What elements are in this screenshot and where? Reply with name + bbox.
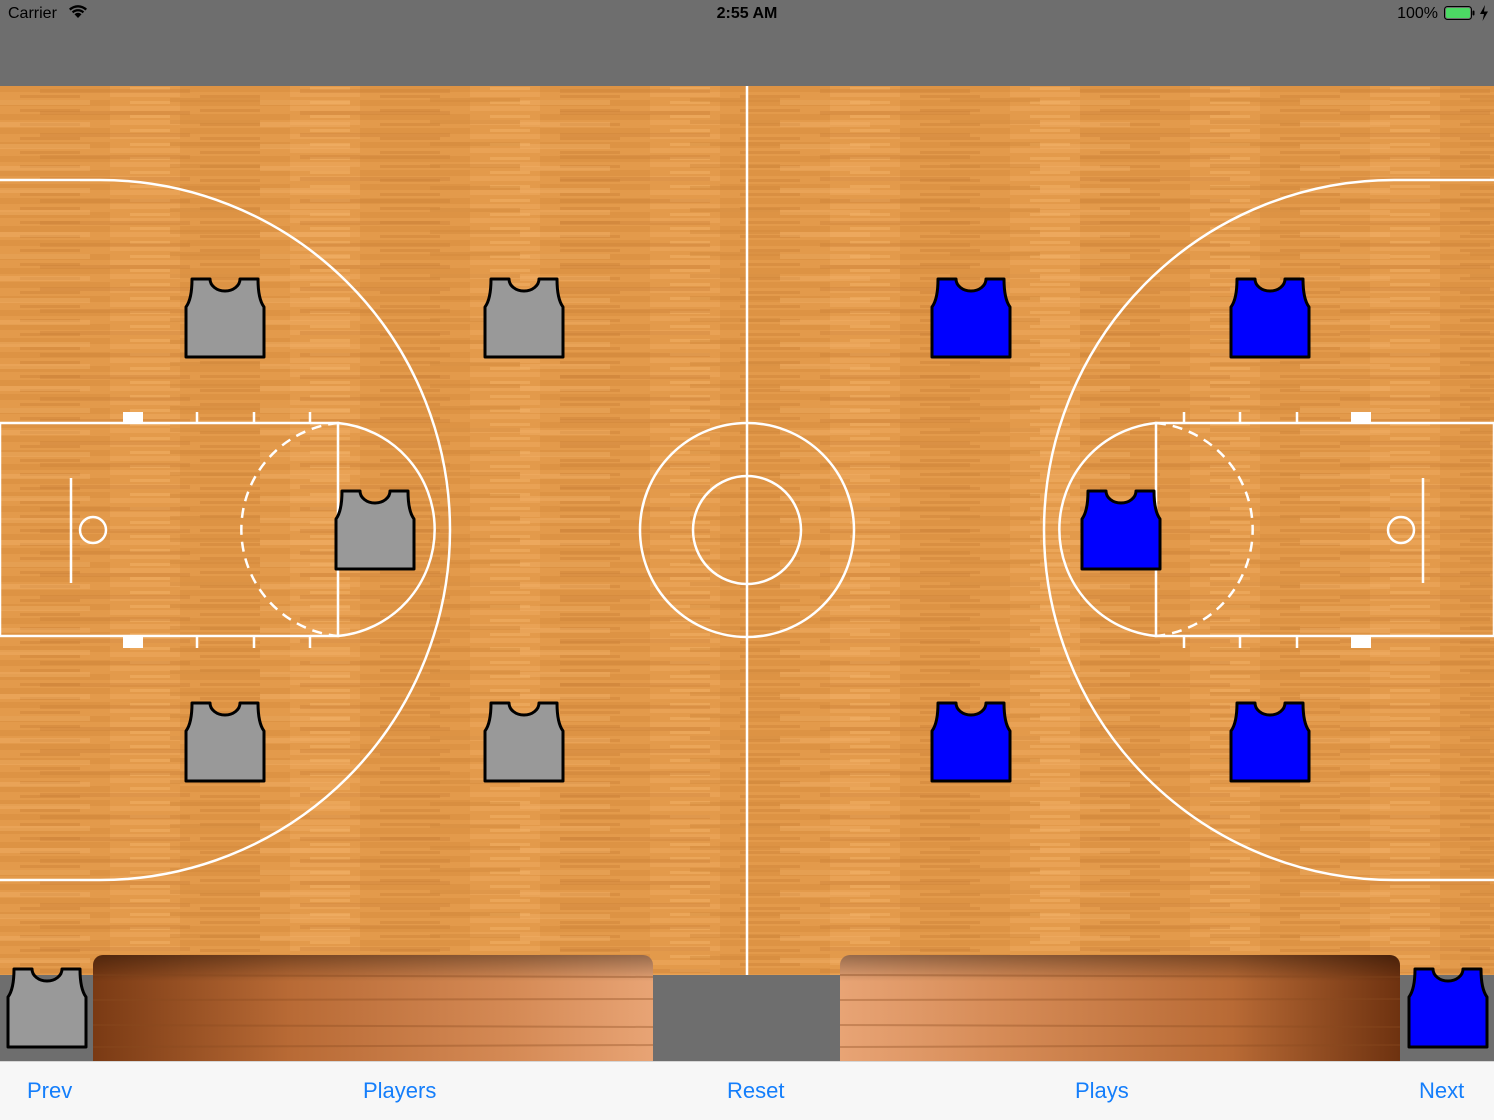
- gray-bench-jersey-icon[interactable]: [6, 967, 88, 1049]
- basketball-court: [0, 86, 1494, 975]
- blue-jersey-icon[interactable]: [930, 701, 1012, 783]
- gray-jersey-icon[interactable]: [184, 277, 266, 359]
- clock: 2:55 AM: [716, 5, 778, 22]
- gray-bench[interactable]: [93, 955, 653, 1061]
- battery-percent: 100%: [1397, 5, 1438, 22]
- blue-jersey-icon[interactable]: [1080, 489, 1162, 571]
- gray-jersey-icon[interactable]: [483, 701, 565, 783]
- blue-bench-jersey-icon[interactable]: [1407, 967, 1489, 1049]
- plays-button[interactable]: Plays: [1075, 1062, 1129, 1120]
- wifi-icon: [69, 5, 87, 18]
- prev-button[interactable]: Prev: [27, 1062, 72, 1120]
- reset-button[interactable]: Reset: [727, 1062, 784, 1120]
- blue-bench[interactable]: [840, 955, 1400, 1061]
- court-surface: [0, 86, 1494, 975]
- blue-jersey-icon[interactable]: [1229, 701, 1311, 783]
- players-button[interactable]: Players: [363, 1062, 436, 1120]
- charging-bolt-icon: [1480, 5, 1488, 21]
- navigation-bar: [0, 28, 1494, 86]
- blue-jersey-icon[interactable]: [930, 277, 1012, 359]
- bottom-toolbar: Prev Players Reset Plays Next: [0, 1061, 1494, 1120]
- blue-jersey-icon[interactable]: [1229, 277, 1311, 359]
- gray-jersey-icon[interactable]: [483, 277, 565, 359]
- battery-icon: [1444, 6, 1475, 20]
- gray-jersey-icon[interactable]: [184, 701, 266, 783]
- gray-jersey-icon[interactable]: [334, 489, 416, 571]
- next-button[interactable]: Next: [1419, 1062, 1464, 1120]
- status-bar: Carrier 2:55 AM 100%: [0, 0, 1494, 28]
- carrier-label: Carrier: [8, 5, 57, 22]
